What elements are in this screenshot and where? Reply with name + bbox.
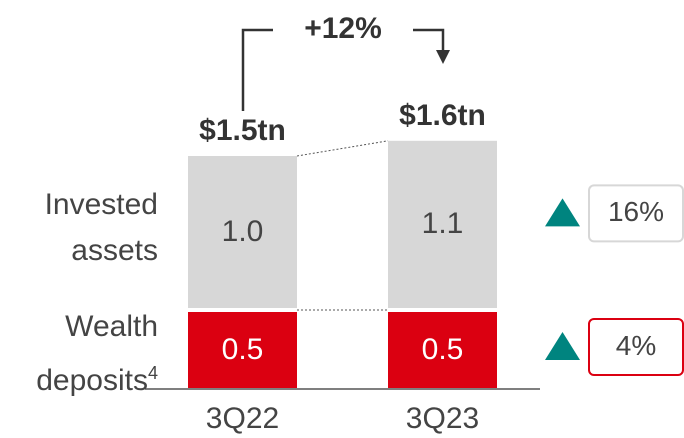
total-label: $1.5tn [199,114,286,147]
connector [296,140,389,157]
value-label: 0.5 [221,333,264,366]
growth-box [588,184,684,243]
bar-segment [388,312,497,388]
legend-name: Invested assets [44,188,158,268]
x-tick-label: 3Q22 [205,402,280,435]
value-label: 0.5 [421,333,464,366]
legend-label: Wealth deposits4 [8,304,158,404]
change-label: +12% [304,12,382,45]
change-bracket [413,28,445,52]
bar-segment [188,312,297,388]
x-tick-label: 3Q23 [405,402,480,435]
legend-name: Wealth deposits [36,310,158,397]
value-label: 1.1 [421,207,464,241]
growth-triangle [545,332,580,360]
change-bracket [241,28,273,111]
arrow-head [436,50,450,64]
legend-label: Invested assets [8,182,158,274]
growth-box [588,318,684,376]
bar-segment [188,156,297,308]
total-label: $1.6tn [399,98,486,132]
growth-label: 16% [607,196,665,228]
value-label: 1.0 [221,215,264,248]
bar-segment [388,140,497,308]
growth-label: 4% [615,330,657,361]
footnote: 4 [147,363,158,383]
growth-triangle [545,198,580,227]
